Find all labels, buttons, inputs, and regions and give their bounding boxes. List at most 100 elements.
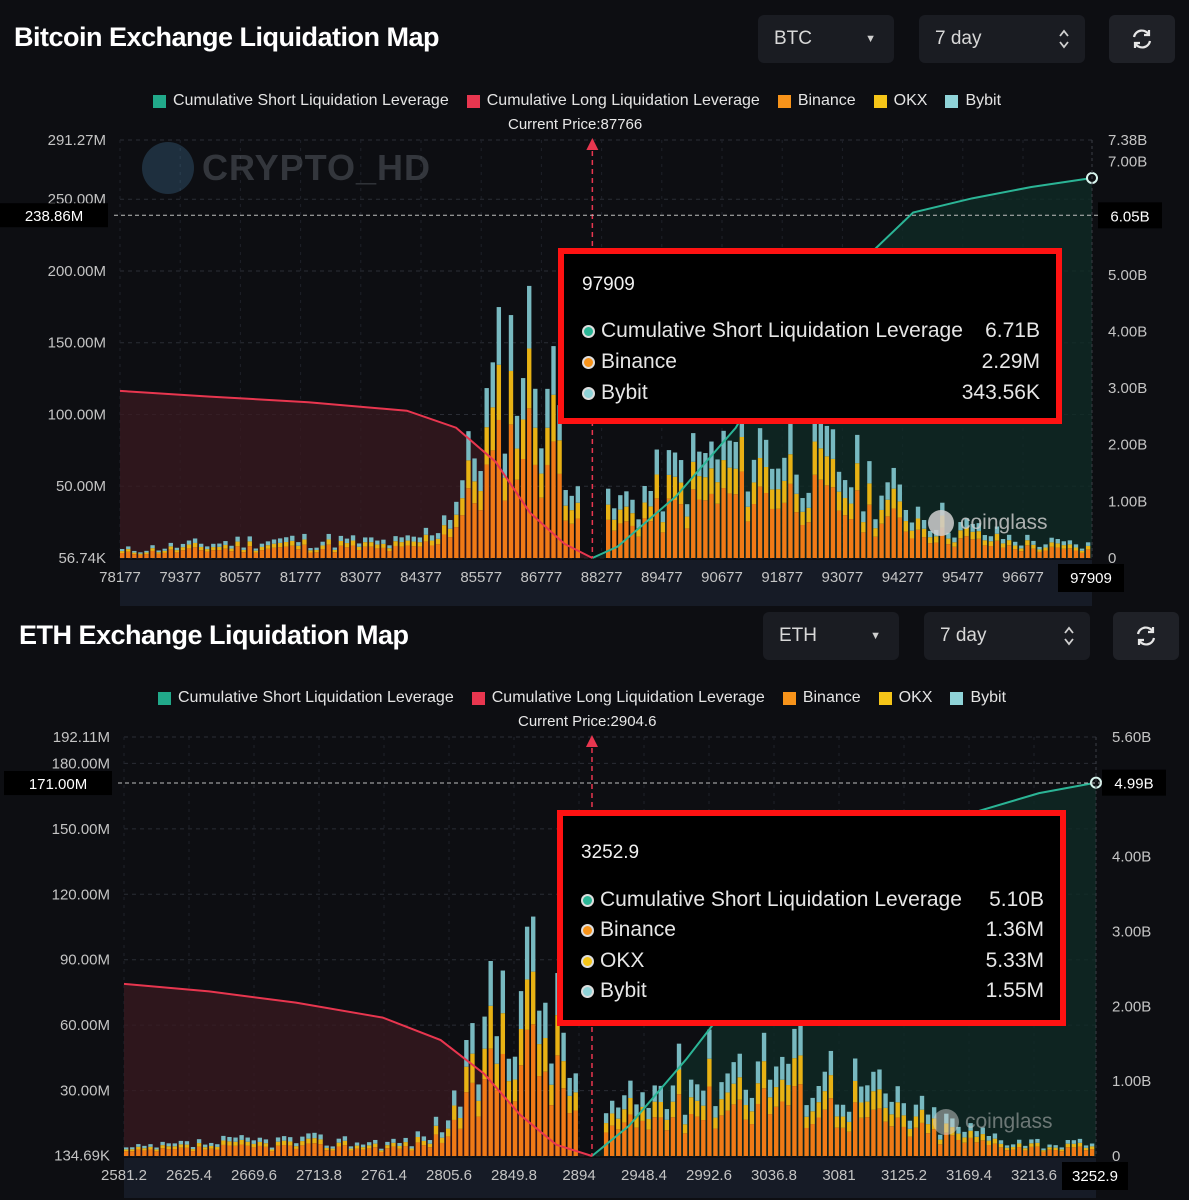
bar-okx: [148, 1146, 153, 1150]
legend-long[interactable]: Cumulative Long Liquidation Leverage: [466, 92, 760, 110]
bar-binance: [828, 1098, 834, 1156]
long-cumulative-line: [123, 982, 593, 1157]
bar-okx: [338, 540, 344, 546]
bar-bybit: [919, 1095, 925, 1110]
eth-coin-select[interactable]: ETH ▼: [763, 612, 899, 660]
bar-binance: [573, 1110, 578, 1156]
bar-bybit: [1079, 548, 1085, 551]
bar-bybit: [253, 548, 259, 551]
bar-binance: [1010, 1149, 1016, 1156]
bar-binance: [944, 1132, 949, 1156]
eth-range-select[interactable]: 7 day: [924, 612, 1090, 660]
y-left-tick: 134.69K: [54, 1148, 110, 1165]
bar-bybit: [138, 552, 143, 554]
legend-bybit[interactable]: Bybit: [950, 689, 1006, 707]
legend-bybit[interactable]: Bybit: [945, 92, 1001, 110]
bar-okx: [284, 542, 289, 547]
bar-binance: [931, 1129, 937, 1156]
bar-binance: [508, 424, 514, 558]
bar-binance: [812, 474, 817, 558]
bar-bybit: [830, 429, 836, 459]
bar-bybit: [885, 482, 890, 500]
bar-binance: [318, 1144, 323, 1156]
eth-refresh-button[interactable]: [1113, 612, 1179, 660]
bar-okx: [925, 1124, 931, 1134]
bar-binance: [757, 486, 763, 558]
btc-range-select[interactable]: 7 day: [919, 15, 1085, 63]
bar-okx: [393, 541, 398, 546]
bar-okx: [774, 1087, 779, 1107]
legend-short[interactable]: Cumulative Short Liquidation Leverage: [158, 689, 454, 707]
bar-okx: [545, 427, 550, 465]
bar-okx: [865, 1101, 870, 1118]
bar-bybit: [903, 509, 909, 522]
bar-binance: [302, 544, 307, 558]
bar-okx: [992, 1138, 998, 1144]
bar-bybit: [1043, 544, 1048, 548]
bar-binance: [154, 1151, 159, 1156]
bar-binance: [454, 527, 459, 558]
bar-binance: [846, 1131, 852, 1156]
bar-okx: [427, 1143, 433, 1148]
bar-bybit: [277, 538, 283, 543]
bar-okx: [150, 548, 155, 551]
bar-okx: [360, 1147, 366, 1150]
y-right-tick: 7.00B: [1108, 154, 1147, 171]
bar-okx: [1083, 1147, 1089, 1151]
legend-okx[interactable]: OKX: [873, 92, 927, 110]
bar-okx: [1089, 1146, 1095, 1150]
bar-okx: [356, 546, 362, 550]
bar-bybit: [314, 547, 319, 551]
legend-okx[interactable]: OKX: [878, 689, 932, 707]
bar-binance: [1065, 1147, 1070, 1156]
bar-okx: [180, 547, 186, 551]
bar-bybit: [1035, 1138, 1040, 1143]
bar-okx: [539, 473, 544, 498]
btc-refresh-button[interactable]: [1109, 15, 1175, 63]
bar-binance: [168, 549, 173, 558]
bar-okx: [909, 530, 915, 539]
bar-okx: [1041, 1150, 1046, 1152]
bar-okx: [344, 543, 350, 548]
bar-binance: [484, 464, 489, 558]
updown-arrows-icon: [1059, 29, 1069, 49]
bar-okx: [174, 550, 180, 553]
bar-okx: [879, 509, 884, 524]
x-tick: 85577: [460, 569, 502, 586]
bar-bybit: [508, 315, 514, 371]
bar-bybit: [824, 425, 830, 457]
legend-binance[interactable]: Binance: [782, 689, 861, 707]
bar-binance: [824, 485, 830, 558]
bar-bybit: [877, 1069, 882, 1090]
bar-binance: [281, 1145, 287, 1156]
y-left-tick: 200.00M: [48, 263, 106, 280]
bar-bybit: [294, 1143, 299, 1147]
dot-icon: [582, 355, 595, 369]
bar-bybit: [867, 461, 872, 484]
refresh-icon: [1136, 626, 1156, 646]
bar-binance: [375, 548, 380, 558]
bar-bybit: [490, 362, 495, 408]
bar-bybit: [834, 1104, 840, 1117]
btc-coin-select[interactable]: BTC ▼: [758, 15, 894, 63]
bar-binance: [865, 1117, 870, 1156]
legend-short[interactable]: Cumulative Short Liquidation Leverage: [153, 92, 449, 110]
refresh-icon: [1132, 29, 1152, 49]
legend-binance[interactable]: Binance: [777, 92, 856, 110]
bar-bybit: [458, 1106, 463, 1119]
bar-bybit: [938, 1134, 943, 1140]
bar-binance: [897, 517, 902, 558]
bar-bybit: [873, 519, 878, 529]
bar-binance: [988, 546, 994, 558]
legend-label: Cumulative Short Liquidation Leverage: [178, 689, 454, 706]
bar-bybit: [731, 1062, 736, 1084]
bar-okx: [288, 1141, 293, 1146]
bar-binance: [563, 520, 568, 558]
bar-bybit: [652, 1085, 657, 1102]
bar-okx: [684, 516, 690, 529]
bar-okx: [332, 549, 337, 553]
bar-binance: [840, 1127, 846, 1156]
legend-long[interactable]: Cumulative Long Liquidation Leverage: [471, 689, 765, 707]
bar-bybit: [524, 926, 530, 980]
bar-binance: [976, 538, 981, 558]
